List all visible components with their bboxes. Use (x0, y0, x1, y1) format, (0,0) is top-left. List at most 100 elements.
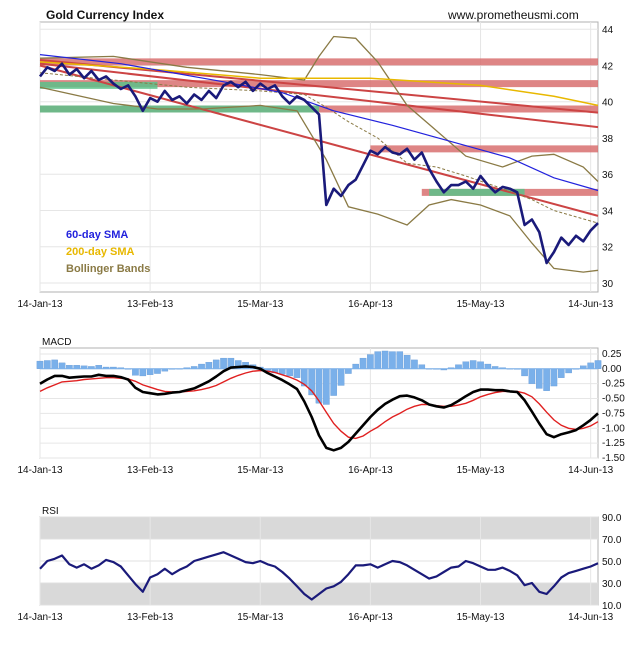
price-x-tick-label: 13-Feb-13 (127, 299, 174, 310)
macd-y-tick-label: -0.75 (602, 408, 625, 419)
bollinger-upper-line (39, 35, 599, 182)
macd-histogram-bar (411, 359, 418, 369)
macd-histogram-bar (359, 357, 367, 369)
price-y-tick-label: 34 (602, 206, 614, 217)
price-x-tick-label: 14-Jun-13 (568, 299, 613, 310)
price-x-tick-label: 14-Jan-13 (17, 299, 62, 310)
sma60-line (39, 54, 599, 192)
macd-line (39, 365, 599, 452)
macd-histogram-bar (58, 362, 66, 369)
legend-bollinger: Bollinger Bands (66, 263, 150, 275)
rsi-tick-labels: 90.0 70.0 50.0 30.0 10.0 (602, 513, 622, 612)
macd-histogram-bar (132, 368, 139, 376)
macd-histogram-bar (565, 368, 572, 374)
rsi-panel: 90.0 70.0 50.0 30.0 10.0 14-Jan-13 13-Feb-13 1… (17, 506, 621, 623)
rsi-line (39, 551, 599, 601)
macd-y-tick-label: 0.00 (602, 364, 622, 375)
macd-histogram-bar (477, 361, 484, 369)
macd-panel: 0.25 0.00 -0.25 -0.50 -0.75 -1.00 -1.25 -1.50 1… (17, 337, 625, 476)
source-label: www.prometheusmi.com (447, 8, 579, 22)
macd-histogram-bar (220, 357, 227, 369)
price-y-tick-label: 38 (602, 134, 614, 145)
macd-histogram-bar (558, 368, 565, 378)
rsi-y-tick-label: 70.0 (602, 535, 622, 546)
rsi-x-tick-label: 14-Jan-13 (17, 612, 62, 623)
price-y-tick-label: 36 (602, 170, 614, 181)
macd-tick-labels: 0.25 0.00 -0.25 -0.50 -0.75 -1.00 -1.25 -1.50 (602, 349, 625, 464)
macd-histogram-bar (396, 351, 404, 369)
macd-x-tick-label: 16-Apr-13 (348, 465, 393, 476)
macd-histogram-bar (337, 368, 345, 386)
macd-y-tick-label: -0.25 (602, 379, 625, 390)
macd-histogram-bar (418, 364, 426, 369)
rsi-x-labels: 14-Jan-13 13-Feb-13 15-Mar-13 16-Apr-13 15-M… (17, 612, 613, 623)
price-tick-labels: 30 32 34 36 38 40 42 44 (602, 25, 614, 290)
price-y-tick-label: 32 (602, 243, 614, 254)
macd-histogram-bar (95, 365, 103, 369)
price-panel: 30 32 34 36 38 40 42 44 14-Jan-13 13-Feb-13 15-Ma… (17, 8, 613, 310)
price-y-tick-label: 30 (602, 279, 614, 290)
price-y-tick-label: 42 (602, 61, 614, 72)
macd-histogram-bar (146, 368, 154, 375)
price-line (38, 62, 599, 265)
macd-y-tick-label: -1.25 (602, 438, 625, 449)
price-chart-title: Gold Currency Index (46, 8, 164, 22)
rsi-y-tick-label: 50.0 (602, 557, 622, 568)
macd-histogram-bar (44, 360, 51, 369)
macd-histogram-bar (521, 368, 528, 377)
rsi-lines (39, 551, 599, 601)
bollinger-mid-line (39, 72, 599, 224)
macd-histogram-bar (374, 351, 382, 369)
macd-y-tick-label: -1.50 (602, 453, 625, 464)
macd-x-tick-label: 13-Feb-13 (127, 465, 174, 476)
macd-histogram-bar (73, 365, 80, 369)
macd-histogram-bar (550, 368, 558, 387)
rsi-x-tick-label: 15-May-13 (457, 612, 505, 623)
trendline (39, 62, 599, 129)
macd-histogram-bar (381, 350, 389, 369)
price-x-tick-label: 15-May-13 (457, 299, 505, 310)
macd-histogram-bar (587, 362, 594, 369)
macd-histogram-bar (535, 368, 543, 389)
rsi-x-tick-label: 15-Mar-13 (237, 612, 284, 623)
price-x-tick-label: 15-Mar-13 (237, 299, 284, 310)
price-gridlines (39, 22, 598, 292)
price-x-tick-label: 16-Apr-13 (348, 299, 393, 310)
rsi-y-tick-label: 10.0 (602, 601, 622, 612)
macd-histogram-bar (323, 368, 330, 405)
macd-histogram-bar (205, 362, 213, 369)
macd-histogram-bar (403, 354, 411, 369)
macd-y-tick-label: -0.50 (602, 394, 625, 405)
macd-histogram-bar (345, 368, 352, 374)
rsi-x-tick-label: 13-Feb-13 (127, 612, 174, 623)
macd-x-labels: 14-Jan-13 13-Feb-13 15-Mar-13 16-Apr-13 15-M… (17, 465, 613, 476)
macd-histogram-bar (198, 363, 205, 369)
macd-x-tick-label: 15-May-13 (457, 465, 505, 476)
macd-x-tick-label: 14-Jan-13 (17, 465, 62, 476)
macd-histogram-bar (154, 368, 161, 374)
price-legend: 60-day SMA 200-day SMA Bollinger Bands (66, 229, 150, 275)
legend-sma60: 60-day SMA (66, 229, 128, 241)
macd-histogram-bar (286, 368, 293, 377)
price-lines (38, 35, 599, 273)
macd-histogram-bar (367, 354, 374, 369)
macd-histogram-bar (484, 363, 492, 369)
macd-y-tick-label: 0.25 (602, 349, 622, 360)
price-y-tick-label: 40 (602, 98, 614, 109)
macd-histogram (36, 350, 602, 405)
rsi-title: RSI (42, 506, 59, 517)
macd-histogram-bar (139, 368, 147, 377)
macd-histogram-bar (51, 359, 58, 369)
rsi-y-tick-label: 30.0 (602, 579, 622, 590)
macd-lines (39, 365, 599, 452)
rsi-y-tick-label: 90.0 (602, 513, 622, 524)
macd-histogram-bar (389, 351, 396, 369)
macd-histogram-bar (293, 368, 301, 378)
rsi-x-tick-label: 14-Jun-13 (568, 612, 613, 623)
macd-histogram-bar (455, 364, 462, 369)
macd-histogram-bar (462, 361, 470, 369)
legend-sma200: 200-day SMA (66, 246, 135, 258)
macd-title: MACD (42, 337, 71, 348)
macd-histogram-bar (528, 368, 536, 384)
